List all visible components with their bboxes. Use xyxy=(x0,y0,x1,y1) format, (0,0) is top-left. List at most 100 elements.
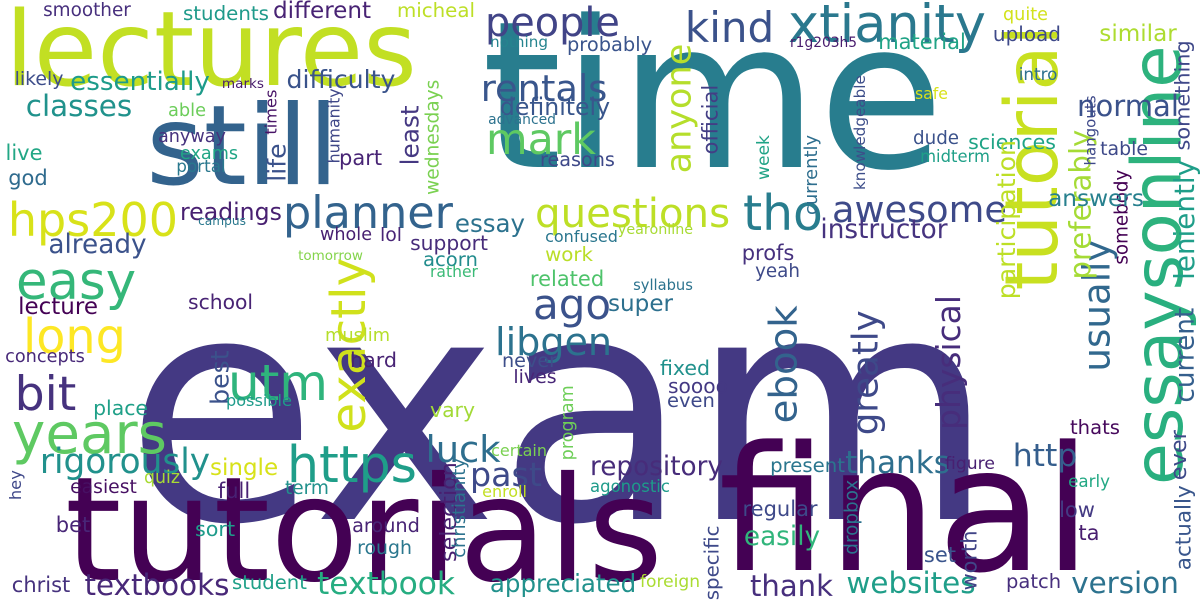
word-bet: bet xyxy=(55,512,91,537)
word-ago: ago xyxy=(533,280,612,329)
word-intro: intro xyxy=(1018,63,1058,84)
word-ever: ever xyxy=(1165,429,1192,481)
word-super: super xyxy=(608,291,674,317)
word-rentals: rentals xyxy=(480,67,608,111)
word-thanks: thanks xyxy=(845,444,950,481)
word-hangouts: hangouts xyxy=(1081,94,1100,166)
word-early: early xyxy=(1068,471,1110,492)
word-long: long xyxy=(23,310,126,366)
word-never: never xyxy=(502,349,558,373)
word-midterm: midterm xyxy=(920,146,990,166)
word-dude: dude xyxy=(913,127,960,149)
word-school: school xyxy=(188,289,254,314)
word-yearonline: yearonline xyxy=(617,221,694,238)
word-definitely: definitely xyxy=(499,92,611,121)
word-table: table xyxy=(1100,137,1148,160)
word-hard: hard xyxy=(350,347,398,372)
word-material: material xyxy=(878,29,966,54)
word-official: official xyxy=(697,85,723,155)
word-tomorrow: tomorrow xyxy=(298,248,363,265)
word-lives: lives xyxy=(513,365,557,388)
word-easy: easy xyxy=(16,251,137,312)
word-ta: ta xyxy=(1078,520,1100,545)
word-concepts: concepts xyxy=(5,347,85,368)
word-anyway: anyway xyxy=(158,127,226,148)
word-ebook: ebook xyxy=(761,304,807,423)
word-utm: utm xyxy=(228,353,328,412)
word-set: set xyxy=(923,542,956,567)
word-able: able xyxy=(168,100,207,122)
word-term: term xyxy=(285,477,329,499)
word-figure: figure xyxy=(945,454,995,475)
word-textbooks: textbooks xyxy=(84,568,230,600)
word-sort: sort xyxy=(195,516,236,541)
word-websites: websites xyxy=(846,566,976,600)
word-textbook: textbook xyxy=(317,566,456,600)
word-advanced: advanced xyxy=(488,112,556,128)
word-related: related xyxy=(529,266,605,291)
word-difficulty: difficulty xyxy=(286,65,396,95)
word-similar: similar xyxy=(1099,20,1177,47)
word-knowledgeable: knowledgeable xyxy=(850,75,869,190)
word-time: time xyxy=(481,0,945,217)
word-normal: normal xyxy=(1077,88,1179,123)
word-program: program xyxy=(558,384,579,461)
word-smoother: smoother xyxy=(43,0,131,21)
word-rigorously: rigorously xyxy=(39,441,211,482)
word-life: life xyxy=(262,143,292,182)
word-hey: hey xyxy=(5,470,25,501)
word-nothing: nothing xyxy=(490,33,548,52)
word-campus: campus xyxy=(198,213,246,228)
word-easily: easily xyxy=(743,522,821,553)
word-work: work xyxy=(545,243,593,267)
word-student: student xyxy=(232,571,307,595)
word-r1g203h5: r1g203h5 xyxy=(790,34,858,51)
word-yeah: yeah xyxy=(755,260,800,282)
word-something: something xyxy=(1170,39,1195,151)
word-lol: lol xyxy=(380,223,403,246)
word-easiest: easiest xyxy=(70,476,137,498)
word-possible: possible xyxy=(226,391,292,410)
word-low: low xyxy=(1059,497,1095,522)
word-questions: questions xyxy=(535,189,731,237)
word-participation: participation xyxy=(992,140,1022,300)
word-patch: patch xyxy=(1006,570,1062,594)
word-actually: actually xyxy=(1171,485,1197,570)
word-place: place xyxy=(93,395,148,420)
word-leniently: leniently xyxy=(1168,160,1200,280)
word-final: final xyxy=(718,408,1092,600)
word-already: already xyxy=(48,230,147,261)
word-years: years xyxy=(12,402,167,468)
word-students: students xyxy=(183,2,269,26)
word-tho: tho xyxy=(743,184,823,242)
word-christ: christ xyxy=(11,572,71,597)
word-libgen: libgen xyxy=(495,320,613,364)
word-rather: rather xyxy=(430,263,478,282)
word-appreciated: appreciated xyxy=(489,569,637,599)
word-part: part xyxy=(339,145,383,170)
word-vary: vary xyxy=(430,397,476,422)
word-worth: worth xyxy=(957,530,982,590)
word-fixed: fixed xyxy=(660,355,711,380)
word-answers: answers xyxy=(1048,185,1144,213)
word-specific: specific xyxy=(700,525,724,600)
word-even: even xyxy=(667,389,715,413)
word-lecture: lecture xyxy=(18,293,98,320)
word-support: support xyxy=(410,230,488,255)
word-profs: profs xyxy=(741,240,795,265)
word-physical: physical xyxy=(928,295,968,430)
word-muslim: muslim xyxy=(325,325,391,347)
word-christianity: christianity xyxy=(449,458,471,558)
word-somebody: somebody xyxy=(1110,170,1132,266)
word-past: past xyxy=(470,454,542,494)
word-instructor: instructor xyxy=(820,215,948,246)
word-essay: essay xyxy=(454,209,526,239)
word-quite: quite xyxy=(1003,5,1048,26)
word-exam: exam xyxy=(124,227,996,593)
word-full: full xyxy=(217,478,251,503)
word-reasons: reasons xyxy=(540,148,615,172)
word-around: around xyxy=(352,514,420,538)
word-planner: planner xyxy=(283,187,453,239)
word-still: still xyxy=(146,83,339,212)
